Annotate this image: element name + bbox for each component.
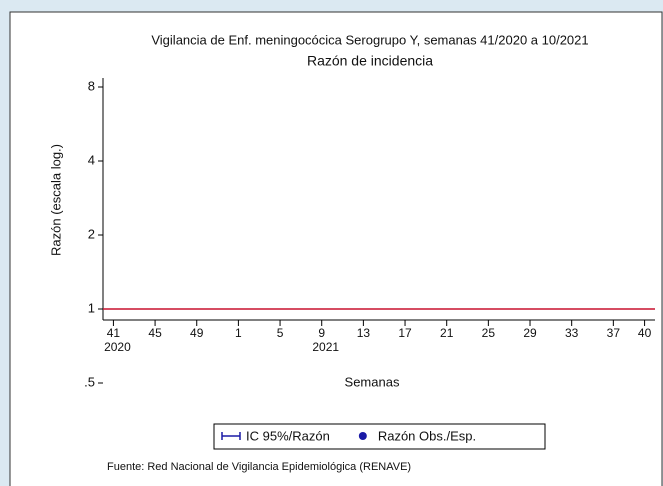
legend-label: Razón Obs./Esp. [378, 428, 476, 443]
y-tick-label: 1 [88, 300, 95, 315]
year-label: 2021 [312, 340, 339, 354]
y-tick-label: 4 [88, 152, 95, 167]
x-tick-label: 5 [277, 326, 284, 340]
source-note: Fuente: Red Nacional de Vigilancia Epide… [107, 461, 411, 473]
x-tick-label: 13 [357, 326, 371, 340]
x-tick-label: 25 [482, 326, 496, 340]
x-axis-label: Semanas [345, 374, 400, 389]
legend-label: IC 95%/Razón [246, 428, 330, 443]
y-axis-label: Razón (escala log.) [48, 144, 63, 256]
x-tick-label: 33 [565, 326, 579, 340]
x-tick-label: 17 [398, 326, 412, 340]
x-tick-label: 49 [190, 326, 204, 340]
y-tick-label: 2 [88, 226, 95, 241]
legend-swatch [358, 432, 367, 440]
x-tick-label: 21 [440, 326, 454, 340]
legend [213, 423, 546, 450]
x-tick-label: 1 [235, 326, 242, 340]
x-tick-label: 41 [107, 326, 121, 340]
y-tick-label: 8 [88, 78, 95, 93]
x-tick-label: 9 [318, 326, 325, 340]
x-tick-label: 29 [523, 326, 537, 340]
panel [9, 11, 663, 486]
x-tick-label: 45 [148, 326, 162, 340]
chart-subtitle: Razón de incidencia [307, 53, 433, 69]
year-label: 2020 [104, 340, 131, 354]
x-tick-label: 37 [607, 326, 621, 340]
chart-title: Vigilancia de Enf. meningocócica Serogru… [151, 32, 588, 47]
y-tick-label: .5 [84, 374, 95, 389]
x-tick-label: 40 [638, 326, 652, 340]
